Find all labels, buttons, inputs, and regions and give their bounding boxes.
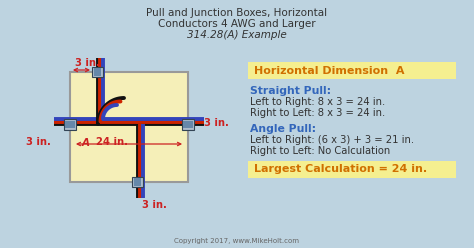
Text: Straight Pull:: Straight Pull:	[250, 86, 331, 96]
Bar	[183, 121, 193, 127]
Text: Horizontal Dimension  A: Horizontal Dimension A	[254, 65, 404, 75]
Text: 3 in.: 3 in.	[204, 118, 229, 128]
Bar	[70, 72, 188, 182]
Text: Left to Right: 8 x 3 = 24 in.: Left to Right: 8 x 3 = 24 in.	[250, 97, 385, 107]
Text: 3 in.: 3 in.	[26, 137, 51, 147]
Text: 3 in.: 3 in.	[75, 58, 100, 68]
Text: Pull and Junction Boxes, Horizontal: Pull and Junction Boxes, Horizontal	[146, 8, 328, 18]
Bar	[182, 119, 194, 129]
Bar	[135, 178, 142, 186]
Text: Right to Left: No Calculation: Right to Left: No Calculation	[250, 146, 390, 156]
Bar	[92, 67, 103, 77]
Bar	[248, 62, 456, 79]
Text: Copyright 2017, www.MikeHolt.com: Copyright 2017, www.MikeHolt.com	[174, 238, 300, 244]
Bar	[65, 121, 75, 127]
Text: 314.28(A) Example: 314.28(A) Example	[187, 30, 287, 40]
Bar	[133, 177, 144, 187]
Text: Conductors 4 AWG and Larger: Conductors 4 AWG and Larger	[158, 19, 316, 29]
Text: 3 in.: 3 in.	[142, 200, 167, 210]
Text: A: A	[82, 138, 90, 148]
Text: 24 in.: 24 in.	[96, 137, 128, 147]
Bar	[64, 119, 76, 129]
Text: Largest Calculation = 24 in.: Largest Calculation = 24 in.	[254, 164, 427, 175]
Bar	[248, 161, 456, 178]
Text: Angle Pull:: Angle Pull:	[250, 124, 316, 134]
Text: Left to Right: (6 x 3) + 3 = 21 in.: Left to Right: (6 x 3) + 3 = 21 in.	[250, 135, 414, 145]
Text: Right to Left: 8 x 3 = 24 in.: Right to Left: 8 x 3 = 24 in.	[250, 108, 385, 118]
Bar	[94, 68, 101, 76]
